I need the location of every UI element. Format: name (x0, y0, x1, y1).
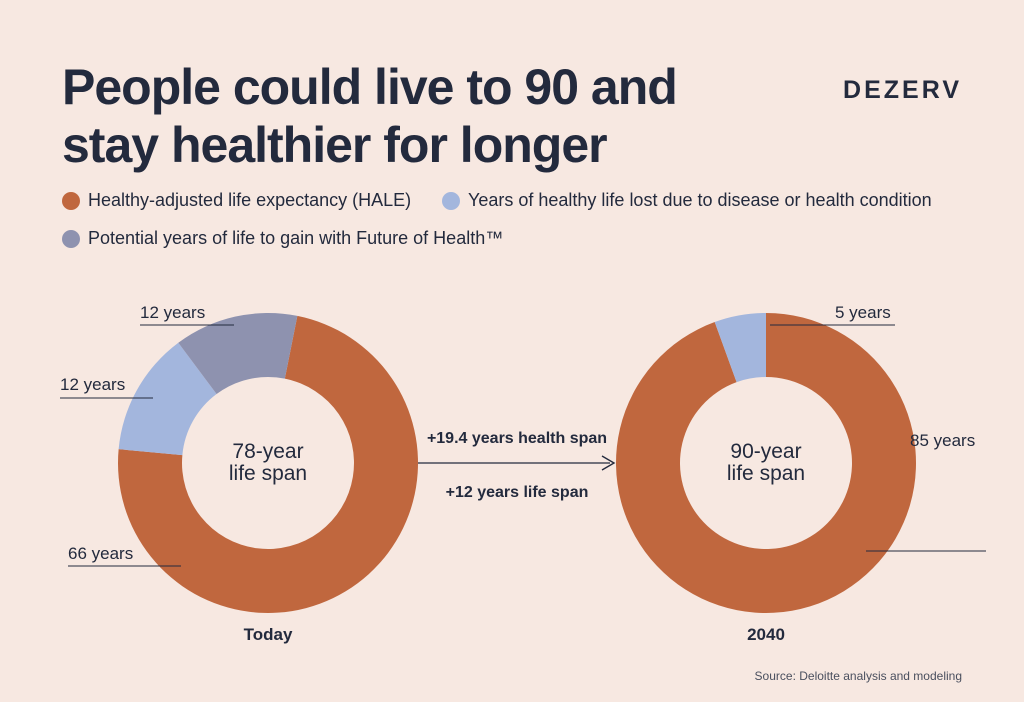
donut-today-center-label-1: life span (229, 462, 307, 485)
legend-label-potential: Potential years of life to gain with Fut… (88, 228, 504, 248)
legend-label-lost: Years of healthy life lost due to diseas… (468, 190, 932, 210)
legend-item-potential: Potential years of life to gain with Fut… (62, 228, 503, 249)
health-span-annotation: +19.4 years health span (427, 430, 607, 447)
legend-swatch-lost (442, 191, 460, 210)
title-line-2: stay healthier for longer (62, 117, 608, 173)
donut-today-slice-1 (118, 342, 217, 456)
donut-2040-slice-0 (615, 313, 916, 613)
legend-swatch-hale (62, 191, 80, 210)
donut-today-slice-2 (178, 313, 298, 395)
donut-today-label-0: 66 years (68, 544, 133, 563)
donut-today-label-2: 12 years (140, 303, 205, 322)
transition-arrow-head (601, 455, 616, 471)
donut-2040-caption: 2040 (747, 625, 785, 644)
donut-today-center-label-0: 78-year (232, 440, 303, 463)
legend-label-hale: Healthy-adjusted life expectancy (HALE) (88, 190, 412, 210)
donut-2040-center-label-0: 90-year (730, 440, 801, 463)
donut-2040-slice-1 (714, 313, 766, 383)
donut-2040-center-label-1: life span (727, 462, 805, 485)
title-line-1: People could live to 90 and (62, 59, 678, 115)
legend-item-lost: Years of healthy life lost due to diseas… (442, 190, 932, 211)
donut-2040-label-1: 5 years (835, 303, 891, 322)
donut-today-caption: Today (244, 625, 293, 644)
donut-2040-label-0: 85 years (910, 431, 975, 450)
brand-logo: DEZERV (843, 76, 962, 104)
donut-today-slice-0 (118, 315, 419, 613)
legend-item-hale: Healthy-adjusted life expectancy (HALE) (62, 190, 411, 211)
source-note: Source: Deloitte analysis and modeling (754, 669, 962, 683)
legend-swatch-potential (62, 229, 80, 248)
donut-today-label-1: 12 years (60, 375, 125, 394)
life-span-annotation: +12 years life span (446, 484, 589, 501)
page-title: People could live to 90 and stay healthi… (62, 58, 782, 174)
